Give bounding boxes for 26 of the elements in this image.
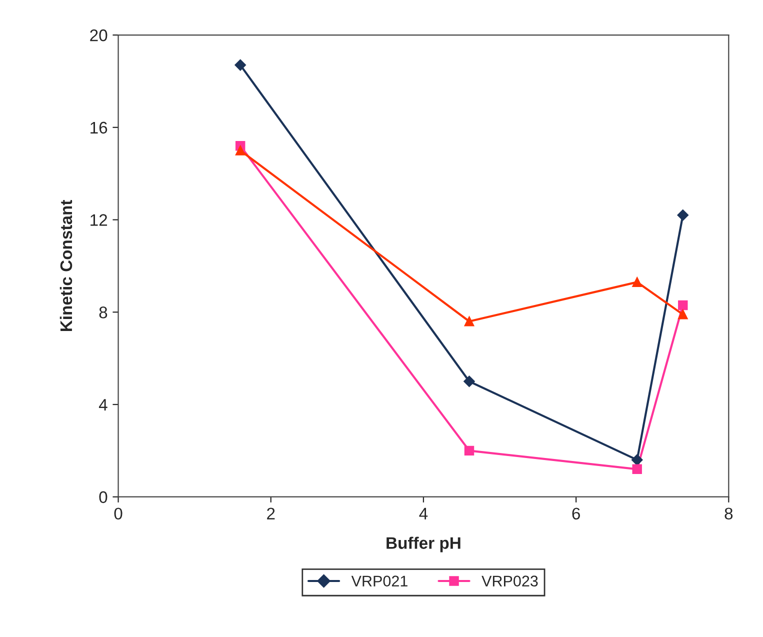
x-tick-label: 6: [572, 508, 580, 520]
y-tick-label: 8: [99, 306, 108, 318]
y-tick-label: 12: [90, 214, 108, 226]
point: [678, 310, 688, 320]
y-tick-label: 20: [90, 29, 108, 42]
point: [234, 59, 246, 71]
x-tick-label: 4: [419, 508, 428, 520]
point: [464, 446, 474, 456]
y-tick-label: 0: [99, 491, 108, 504]
point: [464, 316, 474, 326]
x-tick-label: 8: [724, 508, 733, 520]
y-tick-label: 16: [90, 122, 108, 134]
point: [632, 277, 642, 287]
point: [632, 454, 643, 466]
y-tick-label: 4: [98, 399, 108, 411]
x-tick-label: 2: [267, 508, 275, 520]
x-axis-title: Buffer pH: [386, 536, 460, 552]
legend-label: VRP023: [482, 576, 538, 586]
point: [678, 300, 688, 310]
legend-label: VRP021: [351, 576, 408, 586]
point: [632, 464, 642, 474]
point: [235, 146, 246, 156]
x-tick-label: 0: [114, 508, 122, 520]
point: [464, 376, 475, 388]
point: [677, 210, 688, 221]
y-axis-title: Kinetic Constant: [60, 200, 72, 332]
